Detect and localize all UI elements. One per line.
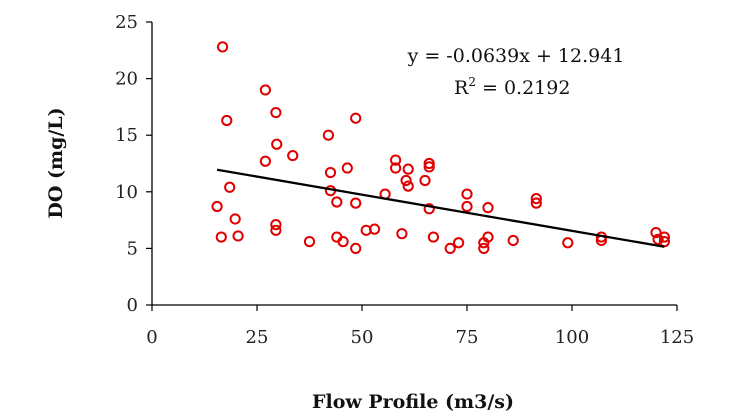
data-point (259, 84, 271, 96)
data-point (341, 162, 353, 174)
r-squared-label: R2 = 0.2192 (454, 75, 570, 99)
data-point (652, 233, 664, 245)
data-point (444, 242, 456, 254)
tick-labels: 0 5 10 15 20 25 0 25 50 75 100 125 (115, 12, 694, 348)
data-point (400, 174, 412, 187)
x-axis-title: Flow Profile (m3/s) (312, 391, 514, 413)
data-point (216, 41, 229, 53)
r-squared-value: = 0.2192 (476, 77, 570, 99)
data-points (211, 41, 671, 254)
x-tick-label: 75 (456, 327, 479, 348)
data-point (270, 224, 282, 236)
data-point (530, 192, 542, 205)
data-point (271, 138, 283, 150)
data-point (562, 237, 574, 249)
data-point (369, 223, 381, 235)
data-point (478, 242, 490, 254)
data-point (402, 163, 414, 175)
data-point (461, 188, 473, 200)
data-point (270, 219, 282, 231)
data-point (530, 197, 542, 209)
r-squared-superscript: 2 (468, 75, 476, 89)
data-point (232, 230, 244, 242)
y-tick-label: 25 (115, 12, 138, 33)
data-point (423, 203, 435, 215)
data-point (287, 149, 299, 162)
y-tick-label: 10 (115, 182, 138, 203)
data-point (259, 155, 271, 167)
data-point (507, 234, 519, 247)
data-point (350, 197, 362, 209)
data-point (221, 114, 233, 127)
data-point (423, 161, 435, 173)
data-point (453, 237, 465, 249)
data-point (390, 154, 402, 166)
trendline (216, 168, 665, 248)
x-tick-label: 0 (146, 327, 157, 348)
data-point (350, 112, 362, 124)
data-point (270, 106, 282, 119)
data-point (396, 228, 408, 240)
data-point (331, 196, 343, 208)
data-point (324, 166, 337, 179)
data-point (337, 236, 349, 248)
r-squared-prefix: R (454, 77, 469, 99)
y-tick-label: 0 (127, 295, 138, 316)
y-tick-label: 15 (115, 125, 138, 146)
x-tick-label: 25 (246, 327, 269, 348)
data-point (423, 157, 435, 170)
data-point (482, 202, 494, 214)
x-tick-label: 125 (660, 327, 694, 348)
trendline-equation: y = -0.0639x + 12.941 (407, 45, 625, 67)
data-point (229, 213, 241, 225)
trendline-group (216, 168, 665, 248)
x-tick-label: 100 (555, 327, 589, 348)
data-point (658, 231, 671, 243)
data-point (224, 181, 236, 193)
data-point (215, 231, 227, 243)
data-point (322, 129, 334, 141)
data-point (482, 231, 494, 243)
data-point (350, 242, 362, 254)
data-point (402, 180, 414, 192)
axes (146, 21, 678, 311)
data-point (419, 174, 431, 187)
y-axis-title: DO (mg/L) (45, 107, 67, 218)
data-point (650, 226, 662, 239)
data-point (390, 162, 402, 174)
y-tick-label: 5 (127, 238, 138, 259)
y-tick-label: 20 (115, 69, 138, 90)
data-point (427, 231, 439, 243)
data-point (303, 236, 316, 248)
data-point (461, 200, 473, 213)
data-point (211, 200, 223, 213)
x-tick-label: 50 (351, 327, 374, 348)
